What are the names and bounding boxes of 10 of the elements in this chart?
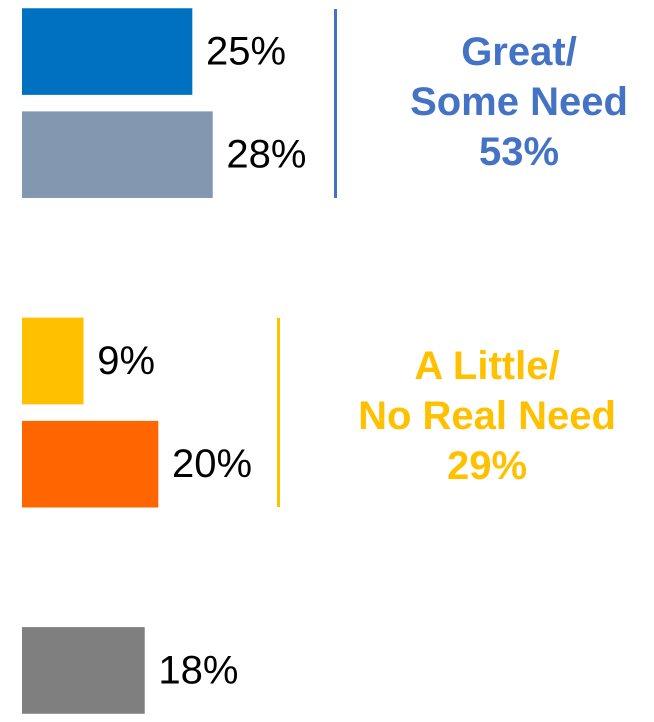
bar	[22, 318, 84, 404]
data-label: 18%	[158, 648, 238, 692]
bar	[22, 8, 192, 95]
text: A Little/ No Real Need 29%	[358, 343, 616, 490]
data-label: 28%	[226, 132, 306, 177]
text: Great/ Some Need 53%	[410, 29, 628, 176]
data-label: 9%	[97, 339, 156, 384]
bar	[22, 627, 145, 714]
data-label: 20%	[172, 442, 252, 486]
data-label: 25%	[206, 30, 286, 74]
